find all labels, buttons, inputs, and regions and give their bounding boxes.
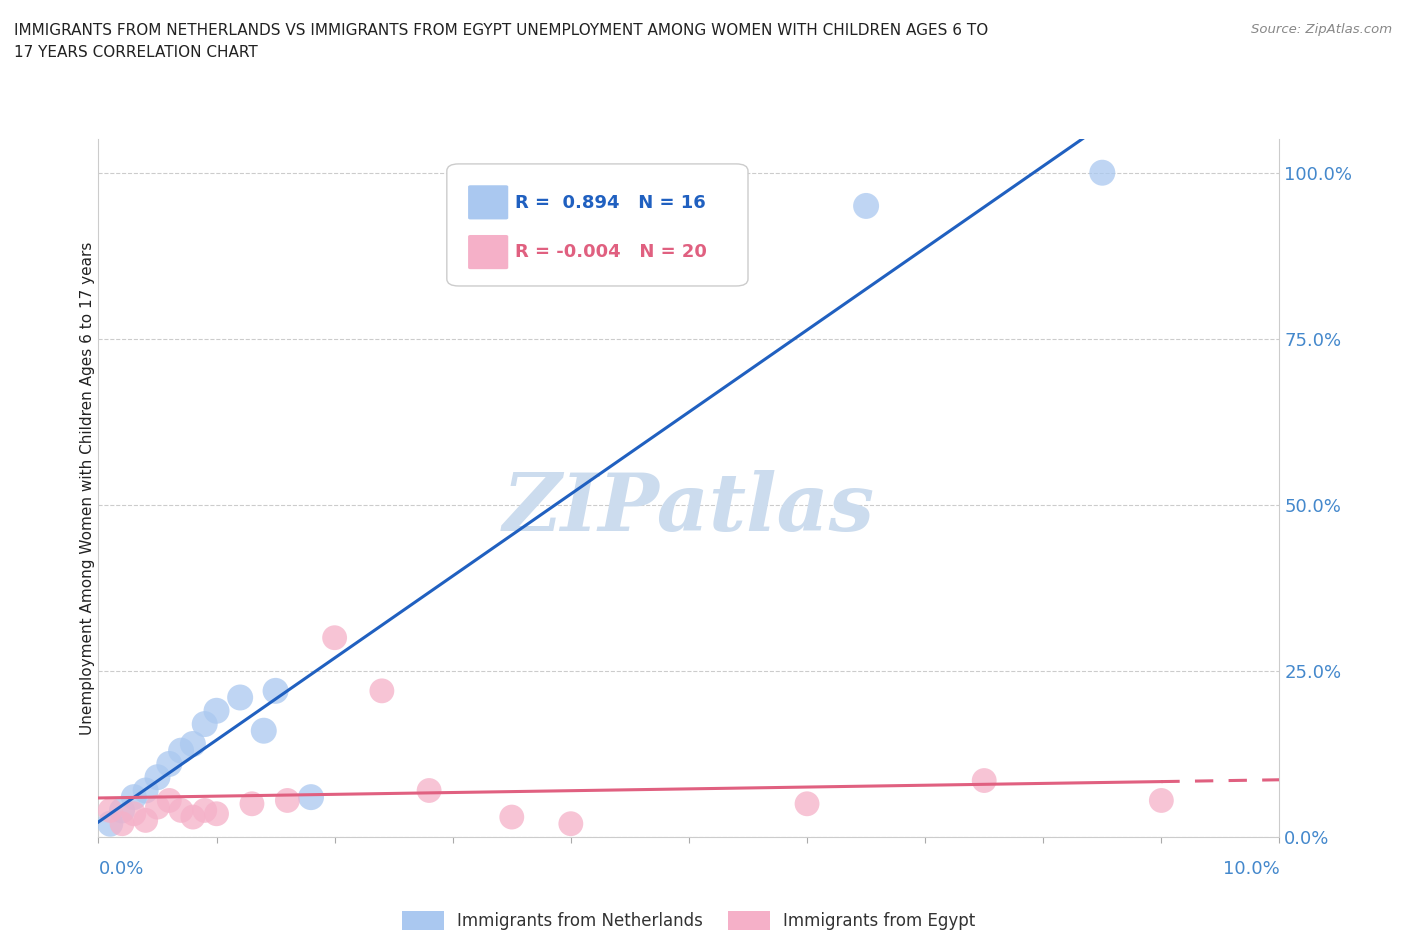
Point — [135, 783, 157, 798]
Point — [205, 703, 228, 718]
Point — [181, 737, 204, 751]
Text: R = -0.004   N = 20: R = -0.004 N = 20 — [516, 244, 707, 261]
Point — [170, 803, 193, 817]
Point — [170, 743, 193, 758]
Text: R =  0.894   N = 16: R = 0.894 N = 16 — [516, 193, 706, 212]
Point — [122, 806, 145, 821]
Point — [205, 806, 228, 821]
Text: ZIPatlas: ZIPatlas — [503, 471, 875, 548]
Point — [501, 810, 523, 825]
Text: Source: ZipAtlas.com: Source: ZipAtlas.com — [1251, 23, 1392, 36]
Point — [135, 813, 157, 828]
Point — [181, 810, 204, 825]
Point — [299, 790, 322, 804]
Point — [1150, 793, 1173, 808]
Point — [973, 773, 995, 788]
Point — [560, 817, 582, 831]
Point — [146, 800, 169, 815]
Point — [264, 684, 287, 698]
Point — [276, 793, 298, 808]
Y-axis label: Unemployment Among Women with Children Ages 6 to 17 years: Unemployment Among Women with Children A… — [80, 242, 94, 735]
Text: 17 YEARS CORRELATION CHART: 17 YEARS CORRELATION CHART — [14, 45, 257, 60]
Point — [371, 684, 394, 698]
Text: IMMIGRANTS FROM NETHERLANDS VS IMMIGRANTS FROM EGYPT UNEMPLOYMENT AMONG WOMEN WI: IMMIGRANTS FROM NETHERLANDS VS IMMIGRANT… — [14, 23, 988, 38]
Point — [157, 756, 180, 771]
Point — [98, 817, 121, 831]
Point — [111, 803, 134, 817]
Point — [229, 690, 252, 705]
FancyBboxPatch shape — [468, 185, 508, 219]
Point — [240, 796, 263, 811]
Point — [98, 803, 121, 817]
Point — [1091, 166, 1114, 180]
Point — [146, 770, 169, 785]
Point — [194, 803, 217, 817]
Point — [253, 724, 276, 738]
Point — [194, 717, 217, 732]
Point — [418, 783, 440, 798]
Point — [122, 790, 145, 804]
Point — [855, 198, 877, 213]
Point — [111, 817, 134, 831]
Point — [157, 793, 180, 808]
Point — [323, 631, 346, 645]
Text: 10.0%: 10.0% — [1223, 860, 1279, 878]
FancyBboxPatch shape — [468, 235, 508, 269]
Point — [796, 796, 818, 811]
FancyBboxPatch shape — [447, 164, 748, 286]
Legend: Immigrants from Netherlands, Immigrants from Egypt: Immigrants from Netherlands, Immigrants … — [395, 904, 983, 930]
Text: 0.0%: 0.0% — [98, 860, 143, 878]
